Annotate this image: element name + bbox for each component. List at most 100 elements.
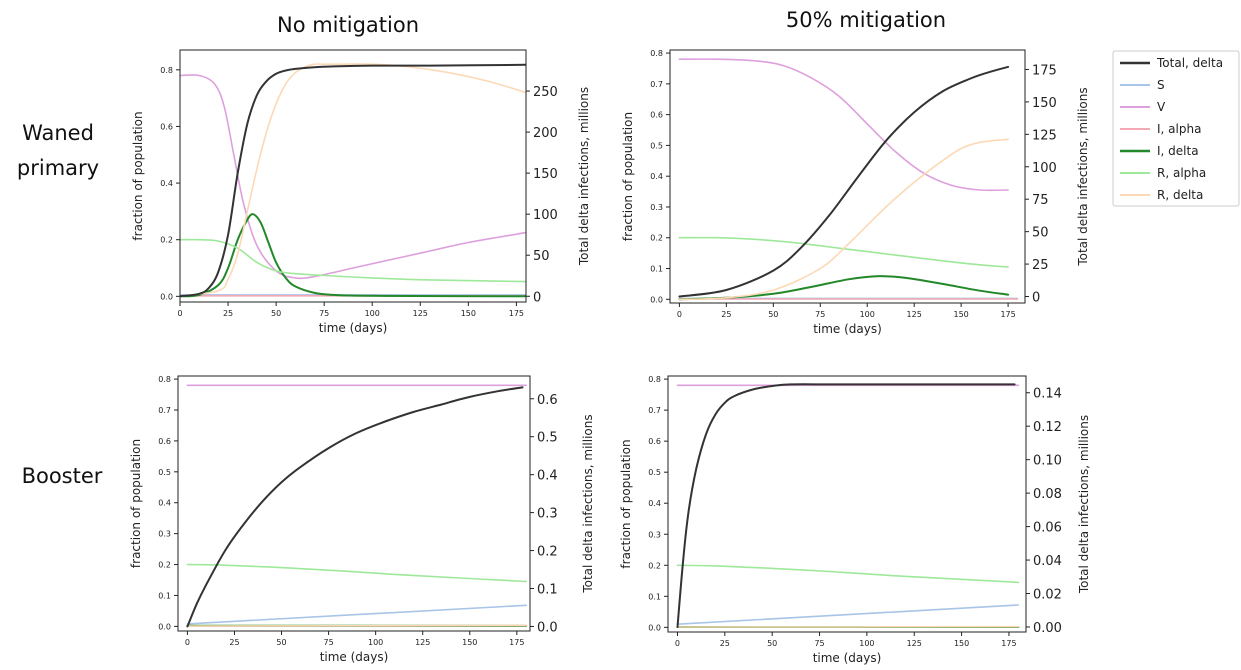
x-axis-label: time (days) xyxy=(319,321,388,335)
series-line-r-delta xyxy=(180,63,526,298)
x-tick-label: 125 xyxy=(907,310,922,319)
y2-tick-label: 100 xyxy=(533,208,558,223)
series-line-r-alpha xyxy=(678,236,1009,268)
y-tick-label: 0.5 xyxy=(650,141,663,150)
series-line-total-delta xyxy=(678,65,1010,298)
series-line-r-alpha xyxy=(186,563,527,583)
x-tick-label: 150 xyxy=(461,309,476,318)
y2-tick-label: 50 xyxy=(1032,226,1049,241)
x-tick-label: 125 xyxy=(907,639,922,648)
y-axis-label: fraction of population xyxy=(621,112,635,241)
y2-tick-label: 0.0 xyxy=(537,620,558,635)
y-tick-label: 0.2 xyxy=(650,234,663,243)
plot-area xyxy=(180,63,526,298)
y2-tick-label: 50 xyxy=(533,249,550,264)
y-tick-label: 0.3 xyxy=(648,530,661,539)
y-tick-label: 0.2 xyxy=(158,561,171,570)
y2-tick-label: 0 xyxy=(1032,291,1040,306)
y2-axis-label: Total delta infections, millions xyxy=(1077,415,1091,594)
y-tick-label: 0.1 xyxy=(648,592,661,601)
row-title-waned-line1: Waned xyxy=(22,121,94,145)
series-line-total-delta xyxy=(180,63,526,298)
y-tick-label: 0.4 xyxy=(648,499,661,508)
x-tick-label: 175 xyxy=(509,309,524,318)
legend-label: S xyxy=(1157,78,1165,92)
legend-label: I, alpha xyxy=(1157,122,1201,136)
legend-item: I, delta xyxy=(1120,144,1199,158)
x-tick-label: 100 xyxy=(365,309,380,318)
series-line-v xyxy=(180,74,526,280)
x-tick-label: 25 xyxy=(229,638,239,647)
y2-tick-label: 0.02 xyxy=(1033,588,1062,603)
y2-tick-label: 0.06 xyxy=(1033,521,1062,536)
y-tick-label: 0.6 xyxy=(650,111,663,120)
chart-panels: 0 25 50 75 100 125 150 175 0.0 0.2 0.4 0.6 0.8 0 50 100… xyxy=(129,49,1091,665)
x-tick-label: 125 xyxy=(413,309,428,318)
y-tick-label: 0.3 xyxy=(650,203,663,212)
x-axis-label: time (days) xyxy=(813,322,882,336)
y-tick-label: 0.0 xyxy=(648,623,661,632)
legend-label: V xyxy=(1157,100,1166,114)
y-axis-label: fraction of population xyxy=(131,111,145,240)
y-tick-label: 0.6 xyxy=(648,437,661,446)
row-title-booster: Booster xyxy=(22,464,103,488)
x-tick-label: 150 xyxy=(953,310,968,319)
x-tick-label: 50 xyxy=(271,309,281,318)
y2-tick-label: 0.3 xyxy=(537,507,558,522)
y-tick-label: 0.7 xyxy=(650,80,663,89)
chart-panel-4: 0 25 50 75 100 125 150 175 0.0 0.1 0.2 0.3 0.4 0.5 0.6… xyxy=(619,375,1091,665)
column-title-50-mitigation: 50% mitigation xyxy=(786,8,946,32)
y-tick-label: 0.0 xyxy=(158,622,171,631)
series-line-s xyxy=(676,604,1020,625)
chart-panel-2: 0 25 50 75 100 125 150 175 0.0 0.1 0.2 0.3 0.4 0.5 0.6… xyxy=(621,49,1090,336)
y2-tick-label: 150 xyxy=(533,167,558,182)
y-tick-label: 0.5 xyxy=(158,468,171,477)
x-tick-label: 175 xyxy=(1001,639,1016,648)
x-tick-label: 50 xyxy=(276,638,286,647)
y2-tick-label: 200 xyxy=(533,126,558,141)
y-tick-label: 0.7 xyxy=(648,406,661,415)
y2-axis-label: Total delta infections, millions xyxy=(581,414,595,593)
y2-tick-label: 0.6 xyxy=(537,393,558,408)
y2-tick-label: 0.00 xyxy=(1033,621,1062,636)
y-tick-label: 0.8 xyxy=(160,66,173,75)
legend-item: Total, delta xyxy=(1120,56,1223,70)
x-tick-label: 75 xyxy=(815,310,825,319)
y-tick-label: 0.0 xyxy=(160,292,173,301)
chart-panel-3: 0 25 50 75 100 125 150 175 0.0 0.1 0.2 0.3 0.4 0.5 0.6… xyxy=(129,375,595,664)
legend-label: R, alpha xyxy=(1157,166,1206,180)
x-tick-label: 150 xyxy=(462,638,477,647)
y-tick-label: 0.2 xyxy=(648,561,661,570)
plot-area xyxy=(678,58,1019,301)
y2-tick-label: 0.4 xyxy=(537,469,558,484)
y2-tick-label: 0 xyxy=(533,290,541,305)
x-tick-label: 175 xyxy=(1000,310,1015,319)
y-tick-label: 0.8 xyxy=(158,375,171,384)
legend-item: I, alpha xyxy=(1120,122,1201,136)
x-tick-label: 75 xyxy=(814,639,824,648)
y2-tick-label: 75 xyxy=(1032,193,1049,208)
y2-tick-label: 250 xyxy=(533,85,558,100)
y-tick-label: 0.5 xyxy=(648,468,661,477)
column-title-no-mitigation: No mitigation xyxy=(277,13,419,37)
x-tick-label: 100 xyxy=(368,638,383,647)
legend-item: R, alpha xyxy=(1120,166,1206,180)
y2-tick-label: 0.2 xyxy=(537,545,558,560)
series-line-r-delta xyxy=(678,138,1009,301)
x-tick-label: 125 xyxy=(415,638,430,647)
x-tick-label: 175 xyxy=(509,638,524,647)
series-line-r-delta xyxy=(186,624,527,627)
y2-tick-label: 125 xyxy=(1032,128,1057,143)
y2-tick-label: 0.12 xyxy=(1033,420,1062,435)
x-tick-label: 0 xyxy=(675,639,680,648)
axes-frame xyxy=(667,375,1027,633)
row-title-waned-line2: primary xyxy=(17,156,99,180)
y-tick-label: 0.2 xyxy=(160,236,173,245)
x-tick-label: 25 xyxy=(721,310,731,319)
x-tick-label: 0 xyxy=(177,309,182,318)
y-tick-label: 0.6 xyxy=(158,437,171,446)
x-tick-label: 100 xyxy=(860,310,875,319)
y-tick-label: 0.1 xyxy=(158,591,171,600)
legend-item: V xyxy=(1120,100,1166,114)
